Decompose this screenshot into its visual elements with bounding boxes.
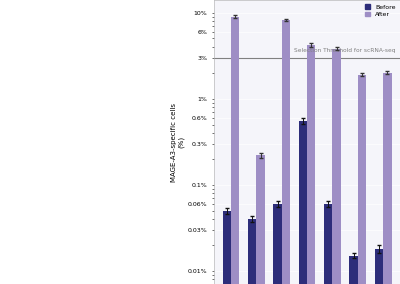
Bar <box>324 204 332 284</box>
Bar <box>231 16 239 284</box>
Bar <box>358 75 366 284</box>
Text: Selection Threshold for scRNA-seq: Selection Threshold for scRNA-seq <box>294 48 396 53</box>
Bar <box>299 121 307 284</box>
Bar <box>375 249 383 284</box>
Bar <box>273 204 282 284</box>
Y-axis label: MAGE-A3-specific cells
(%): MAGE-A3-specific cells (%) <box>171 103 185 181</box>
Bar <box>256 155 265 284</box>
Bar <box>332 49 341 284</box>
Bar <box>383 73 392 284</box>
Bar <box>223 210 231 284</box>
Bar <box>282 20 290 284</box>
Bar <box>307 45 316 284</box>
Bar <box>350 256 358 284</box>
Legend: Before, After: Before, After <box>364 3 397 18</box>
Bar <box>248 219 256 284</box>
